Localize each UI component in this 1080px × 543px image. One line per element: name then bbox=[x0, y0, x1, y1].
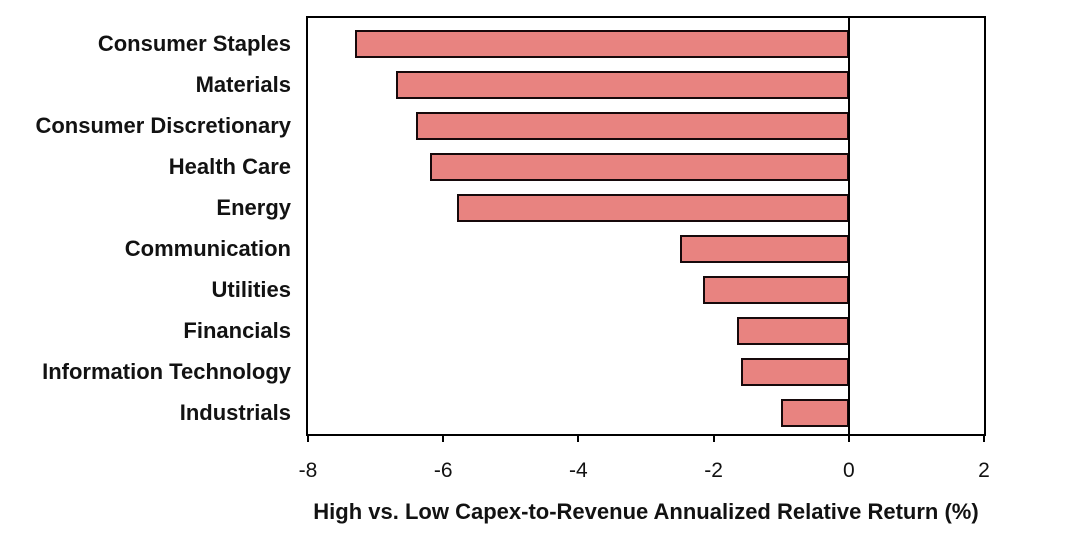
category-label: Information Technology bbox=[42, 358, 291, 384]
x-tick-mark bbox=[847, 436, 850, 442]
x-tick-label: 2 bbox=[978, 459, 990, 482]
x-tick-mark bbox=[307, 436, 309, 442]
category-label: Financials bbox=[183, 317, 291, 343]
bar bbox=[395, 70, 849, 99]
x-tick-mark bbox=[442, 436, 445, 442]
bar bbox=[416, 111, 849, 140]
bar bbox=[456, 193, 849, 222]
category-label: Consumer Discretionary bbox=[35, 112, 291, 138]
x-axis-title: High vs. Low Capex-to-Revenue Annualized… bbox=[313, 499, 979, 524]
x-tick-label: -6 bbox=[433, 459, 453, 482]
category-label: Industrials bbox=[179, 399, 291, 425]
category-label: Energy bbox=[216, 194, 291, 220]
x-tick-label: -4 bbox=[569, 459, 588, 482]
x-tick-label: -8 bbox=[298, 459, 318, 482]
x-tick-label: -2 bbox=[704, 459, 723, 482]
bar bbox=[740, 357, 849, 386]
category-label: Materials bbox=[195, 71, 291, 97]
bar bbox=[781, 398, 849, 427]
plot-area bbox=[306, 16, 986, 436]
x-tick-mark bbox=[983, 436, 985, 442]
category-label: Health Care bbox=[168, 153, 291, 179]
category-axis-labels: Consumer Staples Materials Consumer Discre… bbox=[0, 18, 291, 434]
bar bbox=[679, 234, 849, 263]
bars-container bbox=[308, 18, 984, 434]
category-label: Communication bbox=[124, 235, 291, 261]
category-label: Utilities bbox=[211, 276, 291, 302]
x-tick-mark bbox=[712, 436, 715, 442]
x-tick-label: 0 bbox=[842, 459, 855, 482]
bar bbox=[737, 316, 849, 345]
bar bbox=[703, 275, 849, 304]
x-tick-mark bbox=[577, 436, 580, 442]
bar bbox=[355, 29, 849, 58]
category-label: Consumer Staples bbox=[97, 30, 291, 56]
zero-axis-line bbox=[847, 18, 850, 434]
bar bbox=[429, 152, 849, 181]
